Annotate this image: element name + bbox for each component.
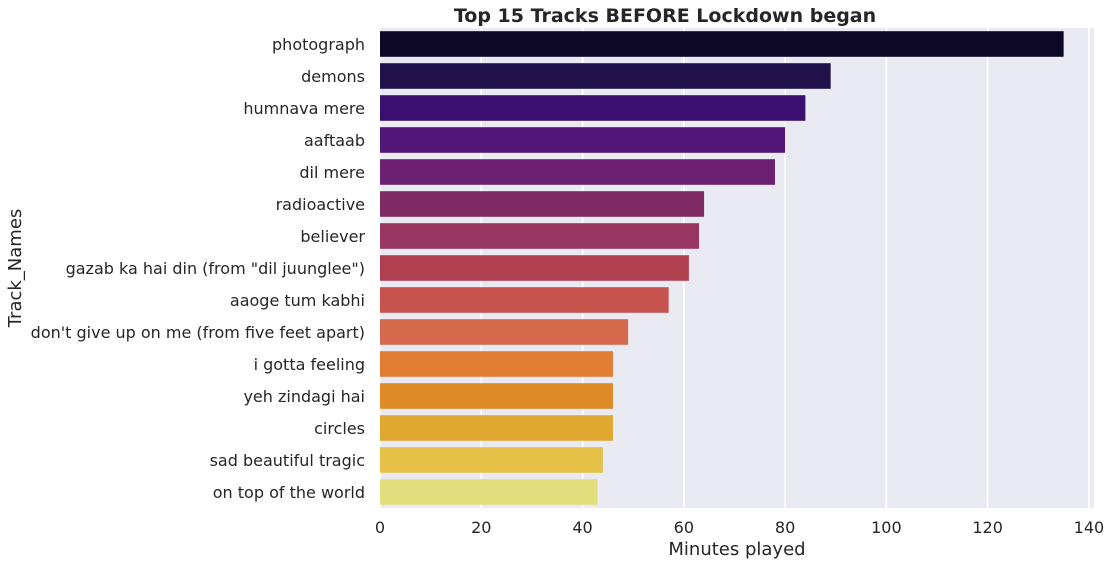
x-axis-title: Minutes played (668, 539, 805, 560)
bar (380, 479, 598, 505)
bar (380, 255, 689, 281)
category-label: dil mere (299, 163, 365, 182)
category-labels: photograph demons humnava mere aaftaab dil m… (31, 35, 366, 502)
bar (380, 447, 603, 473)
category-label: on top of the world (213, 483, 365, 502)
category-label: radioactive (276, 195, 365, 214)
x-tick-label: 120 (972, 518, 1003, 537)
category-label: don't give up on me (from five feet apar… (31, 323, 365, 342)
x-tick-labels: 0 20 40 60 80 100 120 140 (375, 518, 1104, 537)
category-label: yeh zindagi hai (243, 387, 365, 406)
category-label: gazab ka hai din (from "dil juunglee") (66, 259, 365, 278)
x-tick-label: 20 (471, 518, 491, 537)
category-label: believer (300, 227, 365, 246)
category-label: i gotta feeling (254, 355, 365, 374)
x-tick-label: 60 (674, 518, 694, 537)
bar (380, 63, 831, 89)
bar (380, 31, 1064, 57)
bar (380, 415, 613, 441)
bar (380, 191, 705, 217)
x-tick-label: 40 (572, 518, 592, 537)
x-tick-label: 0 (375, 518, 385, 537)
bar (380, 95, 806, 121)
bar (380, 127, 786, 153)
bar (380, 287, 669, 313)
x-tick-label: 80 (775, 518, 795, 537)
category-label: aaftaab (304, 131, 365, 150)
bars (380, 31, 1064, 505)
bar (380, 383, 613, 409)
y-axis-title: Track_Names (5, 209, 26, 329)
x-tick-label: 100 (871, 518, 902, 537)
category-label: humnava mere (243, 99, 365, 118)
x-tick-label: 140 (1074, 518, 1105, 537)
bar (380, 351, 613, 377)
bar (380, 159, 775, 185)
chart-title: Top 15 Tracks BEFORE Lockdown began (454, 5, 876, 27)
category-label: aaoge tum kabhi (230, 291, 365, 310)
bar (380, 223, 700, 249)
category-label: demons (301, 67, 365, 86)
category-label: photograph (272, 35, 365, 54)
bar (380, 319, 629, 345)
category-label: sad beautiful tragic (210, 451, 365, 470)
category-label: circles (314, 419, 365, 438)
